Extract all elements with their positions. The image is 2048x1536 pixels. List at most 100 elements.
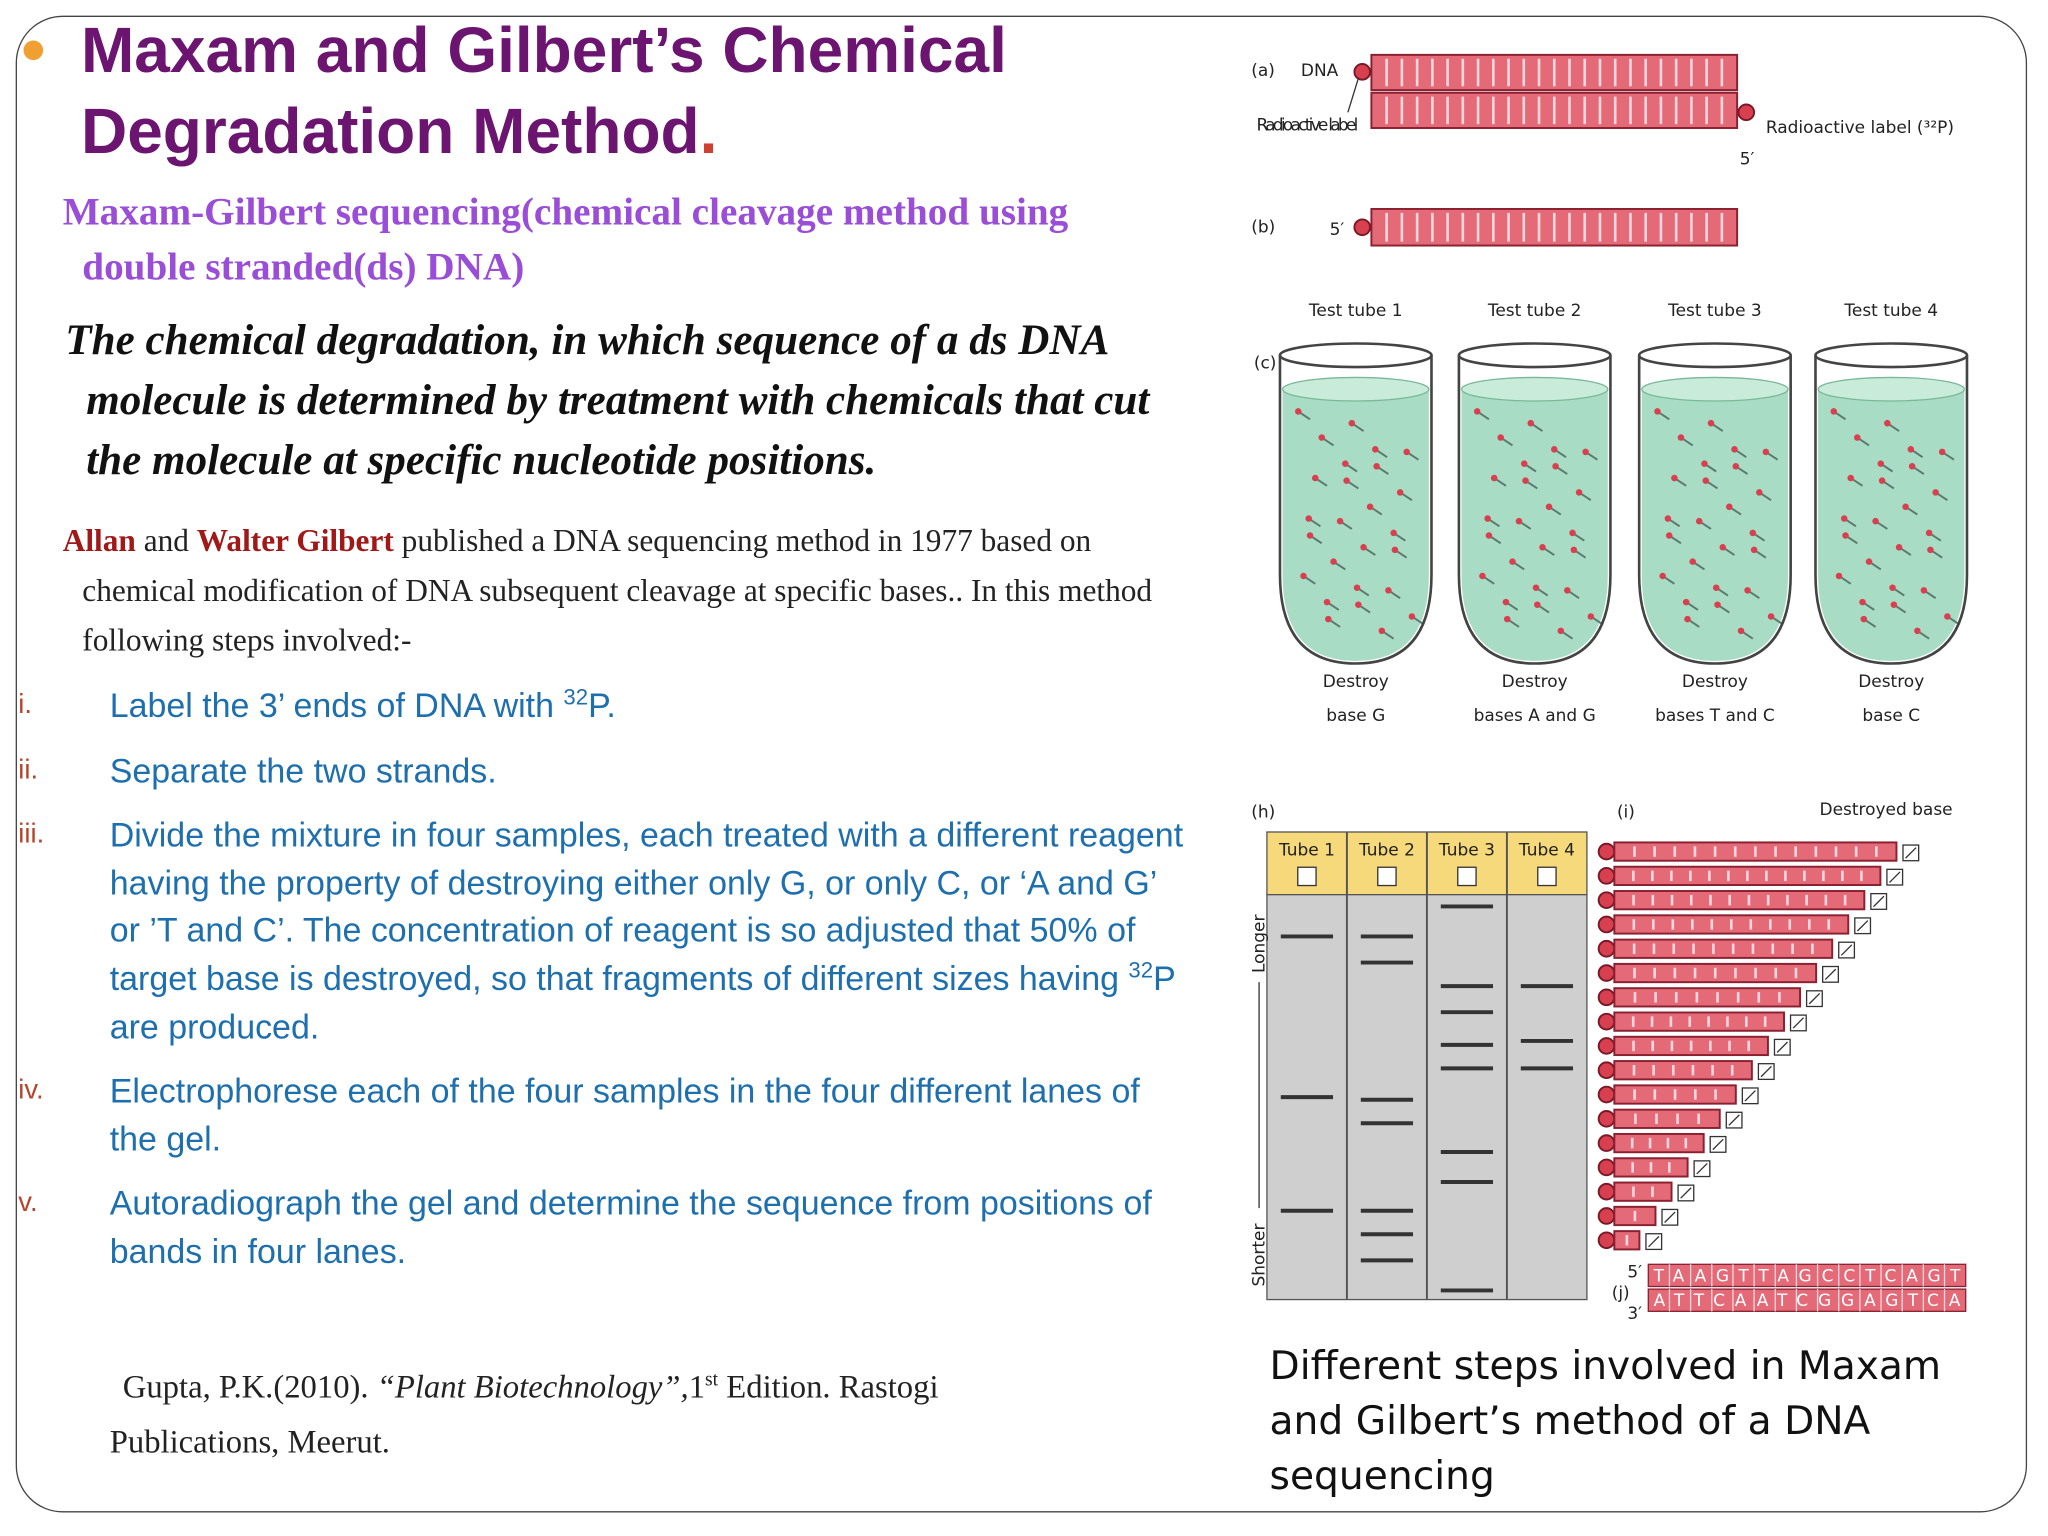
- lane-icon: [1297, 866, 1317, 887]
- destroyed-mark: [1776, 1041, 1788, 1053]
- fragment-dot: [1311, 474, 1319, 482]
- author: Gupta, P.K.(2010).: [122, 1370, 369, 1406]
- fragment-dot: [1515, 517, 1523, 525]
- fragment-dot: [1860, 615, 1868, 623]
- figure-label: Tube 2: [1358, 840, 1415, 860]
- label-dot: [1597, 1134, 1616, 1152]
- fragment-dot: [1372, 446, 1379, 453]
- figure-label: Destroy: [1682, 672, 1748, 692]
- fragment-dot: [1908, 463, 1916, 470]
- fragment-dot: [1665, 532, 1673, 539]
- fragment-dot: [1731, 446, 1738, 453]
- subtitle: Maxam-Gilbert sequencing(chemical cleava…: [62, 190, 1069, 289]
- fragment-dot: [1355, 601, 1362, 608]
- destroyed-mark: [1824, 968, 1837, 981]
- tube-liquid: [1461, 389, 1608, 661]
- figure-label: Radioactive label: [1256, 116, 1358, 136]
- figure-label: (a): [1251, 61, 1275, 81]
- fragment-dot: [1762, 448, 1770, 456]
- step: v. Autoradiograph the gel and determine t…: [18, 1180, 1207, 1276]
- label-dot: [1597, 1207, 1616, 1225]
- label-dot: [1353, 218, 1372, 237]
- fragment-dot: [1391, 546, 1399, 554]
- fragment-dot: [1360, 543, 1367, 551]
- fragment-dot: [1737, 627, 1745, 635]
- destroyed-mark: [1664, 1211, 1676, 1223]
- label-dot: [1597, 891, 1616, 909]
- step-numeral: iii.: [18, 819, 45, 850]
- fragment-dot: [1336, 517, 1344, 525]
- figure-label: DNA: [1301, 61, 1339, 81]
- tube: [1814, 355, 1969, 665]
- fragment-dot: [1847, 474, 1855, 482]
- text: P.: [588, 685, 616, 725]
- fragment-dot: [1714, 601, 1721, 608]
- figure-label: (c): [1254, 353, 1277, 373]
- sequence-strand: [1647, 1263, 1967, 1288]
- label-dot: [1597, 1158, 1616, 1177]
- figure-label: Destroyed base: [1820, 800, 1953, 820]
- figure-label: Tube 4: [1518, 840, 1575, 860]
- fragment-dot: [1366, 503, 1374, 511]
- label-dot: [1597, 1182, 1616, 1201]
- step-list: i. Label the 3’ ends of DNA with 32P. ii. S…: [18, 682, 1207, 1293]
- fragment-dot: [1569, 529, 1576, 537]
- fragment-dot: [1502, 598, 1510, 606]
- edition: 1: [688, 1370, 706, 1406]
- figure-label: (b): [1251, 217, 1275, 237]
- figure-label: Destroy: [1323, 672, 1389, 692]
- fragment-dot: [1889, 584, 1896, 592]
- fragment-dot: [1914, 627, 1921, 635]
- sequence-strand: [1647, 1288, 1967, 1312]
- citation: Gupta, P.K.(2010). “Plant Biotechnology”…: [110, 1361, 1103, 1471]
- fragment-dot: [1707, 419, 1715, 427]
- intro: Allan and Walter Gilbert published a DNA…: [63, 517, 1160, 666]
- fragment-dot: [1373, 463, 1380, 470]
- step-text: Separate the two strands.: [110, 747, 1194, 795]
- strand: [1613, 987, 1802, 1008]
- step: iv. Electrophorese each of the four sampl…: [18, 1067, 1207, 1163]
- figure-label: Test tube 4: [1843, 301, 1938, 321]
- strand: [1613, 1108, 1721, 1129]
- text: Divide the mixture in four samples, each…: [109, 815, 1184, 998]
- text: Electrophorese each of the four samples …: [109, 1071, 1140, 1159]
- fragment-dot: [1490, 474, 1498, 482]
- slide-frame: [15, 15, 2028, 1513]
- fragment-dot: [1582, 448, 1589, 456]
- leader: [1347, 78, 1359, 113]
- fragment-dot: [1587, 613, 1595, 620]
- fragment-dot: [1348, 419, 1356, 427]
- definition: The chemical degradation, in which seque…: [65, 317, 1150, 485]
- destroyed-mark: [1760, 1065, 1772, 1078]
- fragment-dot: [1920, 587, 1928, 594]
- fragment-dot: [1342, 460, 1349, 467]
- fragment-dot: [1654, 408, 1661, 415]
- lane-icon: [1537, 866, 1557, 887]
- book: “Plant Biotechnology”,: [376, 1370, 689, 1406]
- name: Walter Gilbert: [196, 525, 394, 560]
- step-numeral: ii.: [18, 754, 39, 785]
- figure-label: 5′: [1627, 1262, 1642, 1282]
- tube-rim: [1457, 342, 1612, 369]
- label-dot: [1597, 939, 1616, 958]
- label-dot: [1597, 1061, 1616, 1080]
- figure-label: Tube 1: [1278, 840, 1335, 860]
- step: ii. Separate the two strands.: [18, 747, 1207, 795]
- fragment-dot: [1719, 543, 1727, 551]
- fragment-dot: [1750, 546, 1758, 554]
- sequence: ATTCAATCGGAGTCA: [1654, 1291, 1961, 1311]
- destroyed-mark: [1648, 1235, 1660, 1248]
- step-text: Electrophorese each of the four samples …: [110, 1067, 1194, 1163]
- title: Maxam and Gilbert’s Chemical Degradation…: [81, 10, 1152, 172]
- fragment-dot: [1726, 503, 1733, 511]
- sequence: TAAGTTAGCCTCAGT: [1653, 1266, 1961, 1286]
- fragment-dot: [1534, 601, 1541, 608]
- tube-liquid: [1641, 389, 1789, 661]
- fragment-dot: [1497, 434, 1504, 441]
- title-end: .: [699, 96, 718, 168]
- figure-label: 3′: [1627, 1304, 1642, 1324]
- joiner: and: [143, 525, 189, 560]
- figure-label: bases T and C: [1655, 706, 1775, 726]
- figure-label: Destroy: [1502, 672, 1568, 692]
- fragment-dot: [1552, 463, 1559, 470]
